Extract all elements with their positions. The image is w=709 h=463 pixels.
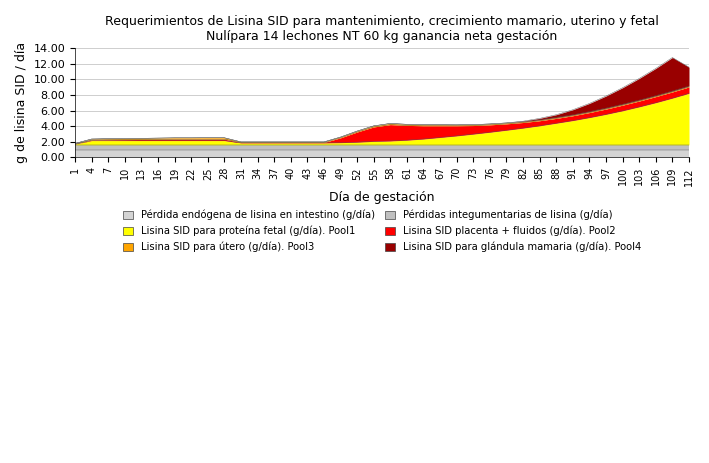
Legend: Pérdida endógena de lisina en intestino (g/día), Lisina SID para proteína fetal : Pérdida endógena de lisina en intestino … <box>119 206 645 257</box>
Title: Requerimientos de Lisina SID para mantenimiento, crecimiento mamario, uterino y : Requerimientos de Lisina SID para manten… <box>105 15 659 43</box>
X-axis label: Día de gestación: Día de gestación <box>329 191 435 204</box>
Y-axis label: g de lisina SID / día: g de lisina SID / día <box>15 42 28 163</box>
